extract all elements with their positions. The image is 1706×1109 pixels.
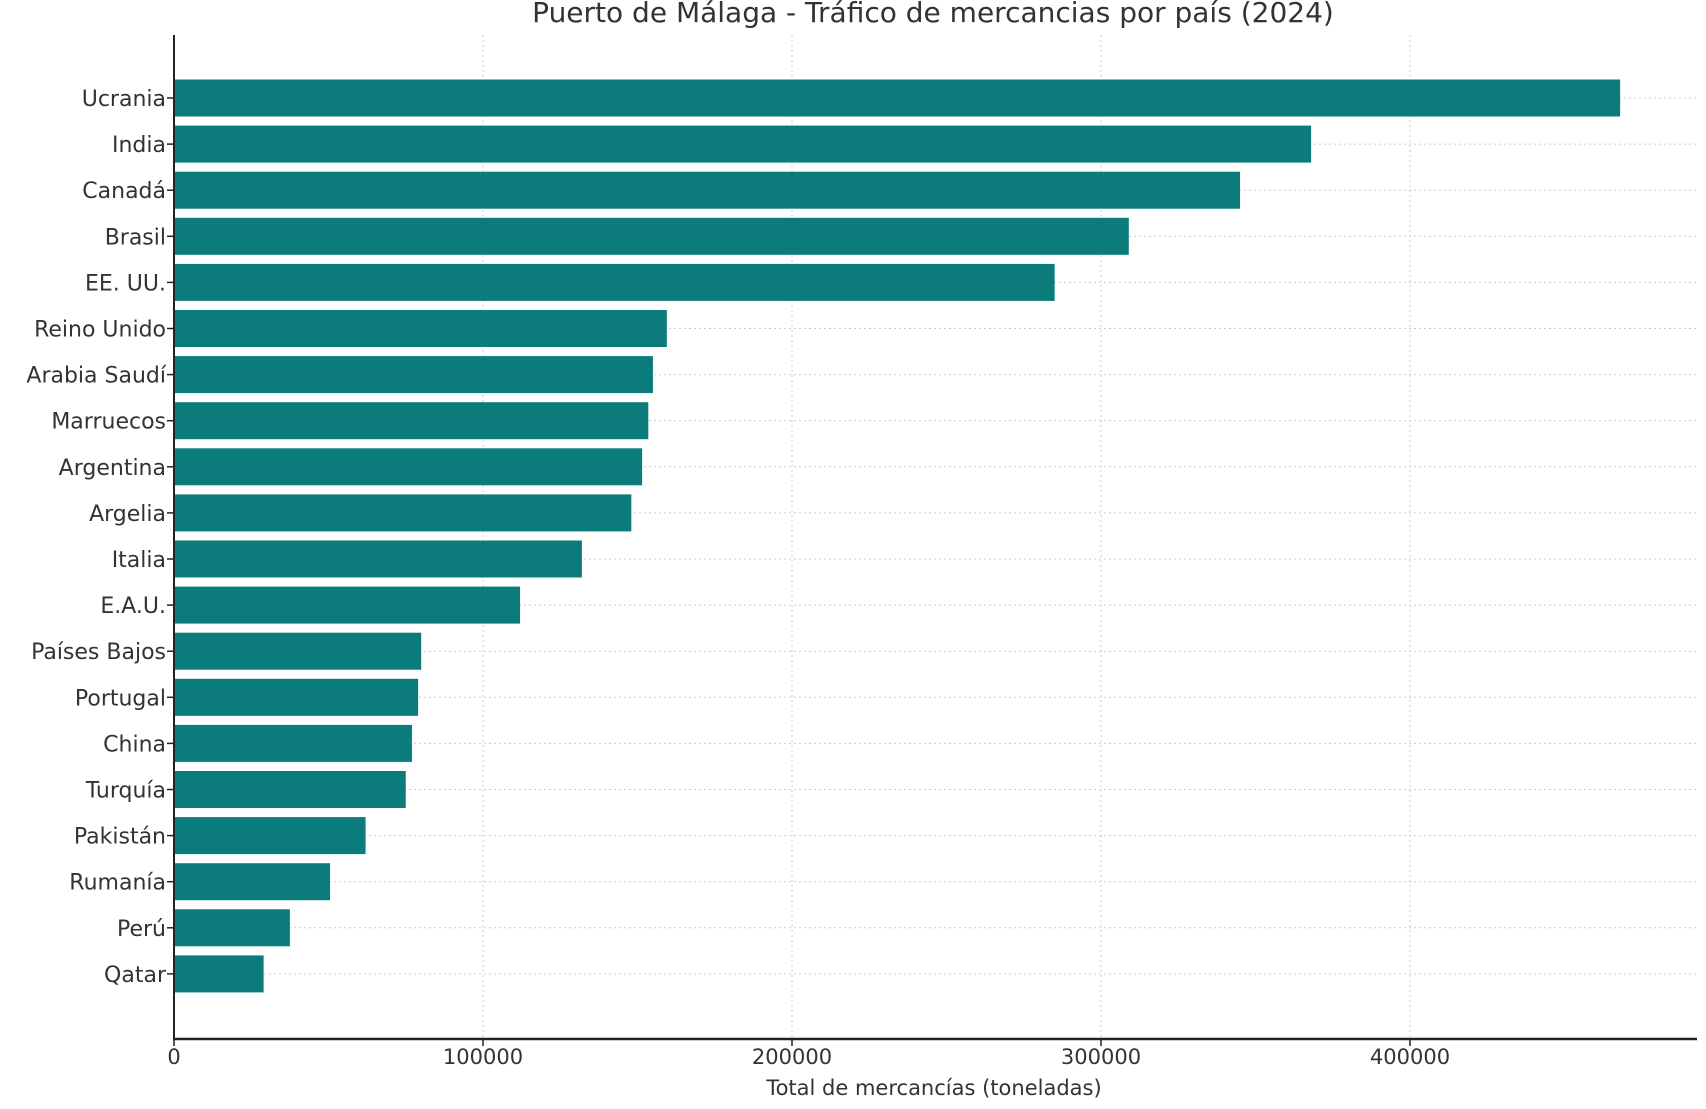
bar-arabia-saud-	[174, 356, 653, 394]
x-ticks: 0 100000 200000 300000 400000	[167, 1039, 1450, 1069]
bar-ucrania	[174, 79, 1621, 117]
bar-argentina	[174, 448, 643, 486]
bar-ruman-a	[174, 863, 331, 901]
chart-title: Puerto de Málaga - Tráfico de mercancias…	[532, 0, 1334, 29]
bar-marruecos	[174, 402, 649, 440]
y-tick-label: Argentina	[59, 456, 166, 481]
y-tick-label: Marruecos	[51, 410, 166, 435]
y-tick-label: Italia	[112, 548, 166, 573]
x-tick-label: 200000	[752, 1045, 832, 1069]
y-tick-label: India	[112, 133, 166, 158]
bar-pa-ses-bajos	[174, 632, 422, 670]
bar-china	[174, 724, 412, 762]
bar-ee-uu-	[174, 263, 1055, 301]
y-tick-label: E.A.U.	[100, 594, 166, 619]
bar-india	[174, 125, 1312, 163]
y-tick-label: Argelia	[89, 502, 166, 527]
bar-qatar	[174, 955, 264, 993]
x-tick-label: 0	[167, 1045, 180, 1069]
bar-per-	[174, 909, 290, 947]
bars	[174, 79, 1621, 993]
bar-argelia	[174, 494, 632, 532]
y-tick-labels: Ucrania India Canadá Brasil EE. UU. Reino Uni…	[26, 87, 174, 988]
bar-pakist-n	[174, 817, 366, 855]
y-tick-label: Países Bajos	[31, 640, 166, 665]
y-tick-label: EE. UU.	[85, 271, 166, 296]
x-axis-label: Total de mercancías (toneladas)	[765, 1076, 1101, 1100]
y-tick-label: Turquía	[85, 779, 166, 804]
y-tick-label: Brasil	[105, 225, 166, 250]
y-tick-label: Qatar	[104, 963, 167, 988]
x-tick-label: 100000	[443, 1045, 523, 1069]
bar-e-a-u-	[174, 586, 521, 624]
y-tick-label: Rumanía	[69, 871, 166, 896]
bar-portugal	[174, 678, 419, 716]
bar-canad-	[174, 171, 1241, 209]
bar-turqu-a	[174, 771, 406, 808]
y-tick-label: Arabia Saudí	[26, 364, 166, 389]
bar-brasil	[174, 217, 1129, 255]
bar-reino-unido	[174, 310, 667, 347]
y-tick-label: Portugal	[75, 686, 166, 711]
y-tick-label: China	[103, 732, 166, 757]
y-tick-label: Ucrania	[82, 87, 166, 112]
y-tick-label: Pakistán	[74, 825, 166, 850]
y-tick-label: Canadá	[82, 179, 166, 204]
bar-italia	[174, 540, 582, 578]
x-tick-label: 400000	[1370, 1045, 1450, 1069]
y-tick-label: Perú	[117, 917, 166, 942]
y-tick-label: Reino Unido	[34, 318, 166, 343]
x-tick-label: 300000	[1061, 1045, 1141, 1069]
